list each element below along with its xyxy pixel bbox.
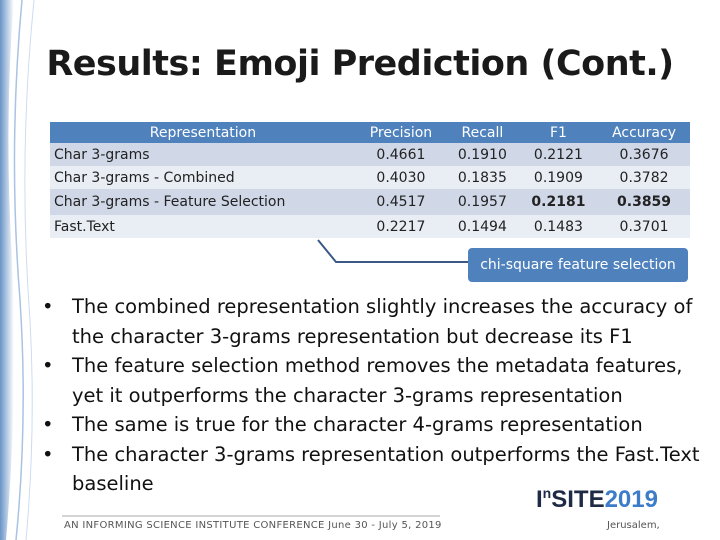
callout: chi-square feature selection xyxy=(468,248,688,282)
table-cell: 0.4030 xyxy=(355,166,446,189)
table-cell: 0.1957 xyxy=(445,189,519,215)
column-header: Accuracy xyxy=(598,122,690,143)
bullet: The character 3-grams representation out… xyxy=(28,440,708,499)
bullet-list: The combined representation slightly inc… xyxy=(28,292,708,499)
table-cell: 0.1909 xyxy=(518,166,599,189)
table-cell: Char 3-grams xyxy=(50,143,356,166)
slide-title: Results: Emoji Prediction (Cont.) xyxy=(46,44,674,84)
left-band xyxy=(0,0,14,540)
logo-part: 2019 xyxy=(604,486,658,513)
table-cell: 0.3676 xyxy=(598,143,690,166)
table-row: Char 3-grams 0.4661 0.1910 0.2121 0.3676 xyxy=(50,143,690,166)
table-row: Char 3-grams - Feature Selection 0.4517 0.… xyxy=(50,189,690,215)
table-cell: 0.2217 xyxy=(355,215,446,238)
bullet: The feature selection method removes the… xyxy=(28,351,708,410)
column-header: Precision xyxy=(355,122,446,143)
column-header: F1 xyxy=(518,122,599,143)
table-cell: Char 3-grams - Feature Selection xyxy=(50,189,356,215)
table-cell: 0.2121 xyxy=(518,143,599,166)
logo-part: I xyxy=(536,486,543,513)
table-cell: Fast.Text xyxy=(50,215,356,238)
left-curve xyxy=(13,0,24,540)
location: Jerusalem, xyxy=(607,520,660,531)
callout-pointer xyxy=(317,239,468,263)
logo-part: n xyxy=(542,485,552,501)
table-row: Char 3-grams - Combined 0.4030 0.1835 0.190… xyxy=(50,166,690,189)
table-body: Char 3-grams 0.4661 0.1910 0.2121 0.3676 Char… xyxy=(50,143,690,238)
table-cell: 0.1483 xyxy=(518,215,599,238)
table-cell: 0.3859 xyxy=(598,189,690,215)
table-cell: 0.4517 xyxy=(355,189,446,215)
table-cell: 0.1835 xyxy=(445,166,519,189)
bullet: The same is true for the character 4-gra… xyxy=(28,410,708,440)
logo: InSITE2019 xyxy=(536,485,658,514)
logo-part: SITE xyxy=(551,486,605,513)
table-cell: Char 3-grams - Combined xyxy=(50,166,356,189)
column-header: Representation xyxy=(50,122,356,143)
column-header: Recall xyxy=(445,122,519,143)
table-cell: 0.1494 xyxy=(445,215,519,238)
table-cell: 0.3782 xyxy=(598,166,690,189)
table-row: Fast.Text 0.2217 0.1494 0.1483 0.3701 xyxy=(50,215,690,238)
table-cell: 0.4661 xyxy=(355,143,446,166)
results-table: Representation Precision Recall F1 Accuracy … xyxy=(50,122,690,238)
header-row: Representation Precision Recall F1 Accuracy xyxy=(50,122,690,143)
bullet: The combined representation slightly inc… xyxy=(28,292,708,351)
table-cell: 0.3701 xyxy=(598,215,690,238)
table-cell: 0.2181 xyxy=(518,189,599,215)
footer: AN INFORMING SCIENCE INSTITUTE CONFERENC… xyxy=(64,520,442,531)
table-cell: 0.1910 xyxy=(445,143,519,166)
